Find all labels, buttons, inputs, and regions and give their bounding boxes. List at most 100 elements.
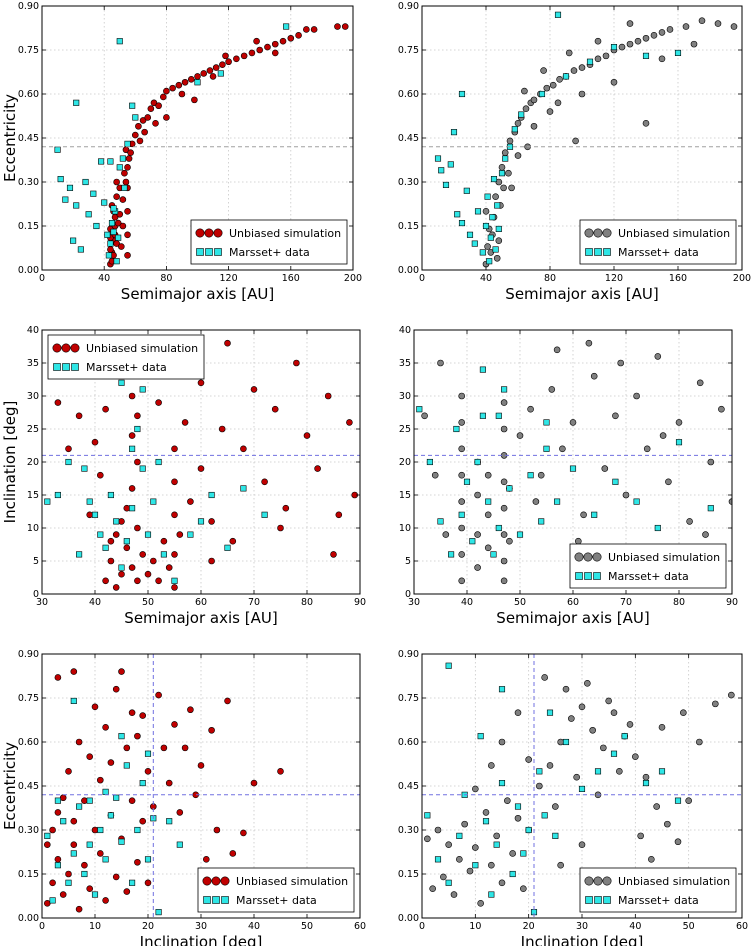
y-tick-label: 40 <box>27 325 39 336</box>
simulation-point <box>642 120 650 127</box>
simulation-point <box>197 465 205 472</box>
series-marsset-data <box>416 366 714 558</box>
simulation-point <box>123 504 131 512</box>
simulation-point <box>250 779 258 787</box>
simulation-point <box>139 712 146 719</box>
simulation-point <box>75 412 83 420</box>
simulation-point <box>206 67 214 74</box>
marsset-point <box>474 458 481 466</box>
marsset-point <box>498 686 506 693</box>
y-tick-label: 0.15 <box>18 221 39 232</box>
marsset-point <box>187 531 194 538</box>
x-tick-label: 70 <box>620 597 632 608</box>
simulation-point <box>525 756 532 763</box>
simulation-point <box>134 732 141 740</box>
simulation-point <box>250 386 258 393</box>
simulation-point <box>546 762 554 769</box>
y-tick-label: 0.15 <box>398 869 419 880</box>
simulation-point <box>102 405 109 413</box>
marsset-point <box>134 425 141 433</box>
legend-simulation-marker <box>584 876 594 886</box>
simulation-point <box>557 861 564 869</box>
marsset-point <box>520 850 527 857</box>
simulation-point <box>536 782 543 790</box>
legend-label-simulation: Unbiased simulation <box>618 875 730 888</box>
marsset-point <box>448 551 455 558</box>
legend-simulation-marker <box>70 343 80 353</box>
marsset-point <box>62 196 69 203</box>
simulation-point <box>707 458 715 466</box>
marsset-point <box>144 750 152 757</box>
simulation-point <box>504 797 511 804</box>
simulation-point <box>124 164 131 171</box>
x-tick-label: 80 <box>301 597 313 608</box>
marsset-point <box>463 187 470 194</box>
marsset-point <box>509 870 516 878</box>
simulation-point <box>208 557 215 565</box>
simulation-point <box>445 841 452 848</box>
marsset-point <box>73 202 80 209</box>
marsset-point <box>171 577 178 584</box>
simulation-point <box>314 465 321 472</box>
simulation-point <box>144 768 152 775</box>
marsset-point <box>434 155 442 162</box>
simulation-point <box>134 412 141 420</box>
simulation-point <box>574 537 582 545</box>
marsset-point <box>486 258 493 265</box>
simulation-point <box>97 471 104 479</box>
marsset-point <box>511 126 518 133</box>
simulation-point <box>107 246 114 253</box>
simulation-point <box>222 52 229 60</box>
simulation-point <box>70 841 78 848</box>
y-tick-label: 30 <box>27 391 39 402</box>
simulation-point <box>233 55 240 63</box>
simulation-point <box>113 178 120 186</box>
simulation-point <box>458 524 466 532</box>
marsset-point <box>124 140 131 147</box>
marsset-point <box>642 52 650 59</box>
legend-simulation-marker <box>61 343 71 353</box>
simulation-point <box>118 518 125 525</box>
series-unbiased-simulation <box>43 668 284 913</box>
x-tick-label: 70 <box>248 597 260 608</box>
simulation-point <box>578 841 586 848</box>
points-layer <box>424 662 735 916</box>
simulation-point <box>500 425 508 433</box>
simulation-point <box>97 850 104 857</box>
simulation-point <box>121 169 128 177</box>
marsset-point <box>490 551 497 558</box>
legend-box <box>47 334 205 380</box>
marsset-point <box>445 662 452 669</box>
legend: Unbiased simulation Marsset+ data <box>579 867 737 913</box>
legend-label-simulation: Unbiased simulation <box>618 227 730 240</box>
simulation-point <box>261 478 268 486</box>
simulation-point <box>132 131 139 139</box>
simulation-point <box>602 52 610 60</box>
simulation-point <box>626 40 634 48</box>
simulation-point <box>634 37 642 45</box>
y-tick-label: 0.90 <box>398 1 419 12</box>
simulation-point <box>163 114 170 121</box>
simulation-point <box>461 820 468 828</box>
simulation-point <box>134 858 141 866</box>
simulation-point <box>152 120 159 127</box>
y-tick-label: 0.75 <box>398 45 419 56</box>
simulation-point <box>541 674 548 681</box>
legend-label-simulation: Unbiased simulation <box>86 342 198 355</box>
simulation-point <box>610 709 618 716</box>
simulation-point <box>119 222 127 230</box>
marsset-point <box>107 240 114 247</box>
simulation-point <box>107 557 115 565</box>
simulation-point <box>665 478 672 486</box>
legend-label-marsset: Marsset+ data <box>86 361 167 374</box>
marsset-point <box>472 862 479 869</box>
marsset-point <box>116 38 123 45</box>
simulation-point <box>112 531 120 538</box>
simulation-point <box>500 557 508 565</box>
marsset-point <box>118 838 125 845</box>
simulation-point <box>429 885 436 892</box>
simulation-point <box>474 491 481 499</box>
x-axis-label: Semimajor axis [AU] <box>121 285 274 303</box>
marsset-point <box>487 234 494 241</box>
marsset-point <box>70 697 77 704</box>
